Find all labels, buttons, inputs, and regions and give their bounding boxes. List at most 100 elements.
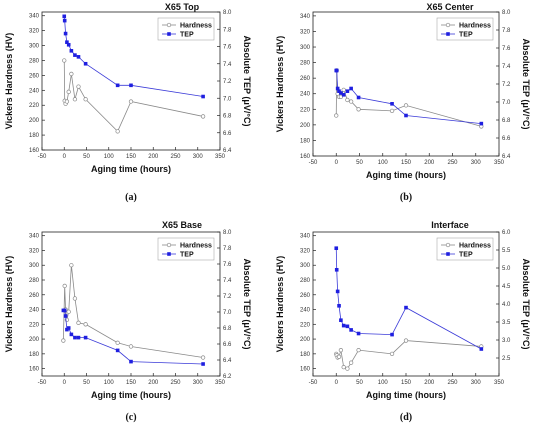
hardness-point: [348, 360, 354, 365]
tep-point: [129, 83, 133, 88]
y2-tick-label: 6.8: [502, 118, 511, 124]
y-tick-label: 340: [300, 14, 311, 20]
tep-point: [390, 102, 394, 106]
tep-point: [341, 323, 346, 328]
y-tick-label: 200: [300, 123, 311, 129]
legend-marker: [446, 32, 450, 36]
hardness-point: [76, 84, 81, 89]
tep-point: [339, 318, 343, 322]
tep-point: [356, 95, 361, 100]
x-axis-label: Aging time (hours): [91, 164, 171, 174]
y2-tick-label: 6.2: [223, 374, 232, 380]
panel-caption: (d): [400, 412, 412, 423]
y-tick-label: 260: [29, 293, 40, 299]
tep-point: [339, 91, 343, 95]
panel-caption: (b): [400, 192, 412, 203]
y2-tick-label: 4.5: [502, 284, 511, 290]
tep-point: [66, 326, 71, 330]
hardness-point: [72, 296, 78, 301]
y-tick-label: 320: [300, 29, 311, 35]
y2-tick-label: 8.0: [223, 230, 232, 236]
x-tick-label: 300: [471, 160, 482, 166]
tep-point: [479, 347, 484, 351]
tep-point: [69, 332, 74, 337]
y-tick-label: 300: [300, 263, 311, 269]
series-line-tep: [63, 16, 204, 97]
tep-point: [334, 246, 339, 250]
y2-tick-label: 7.0: [502, 100, 511, 106]
y-tick-label: 320: [29, 248, 40, 254]
series-hardness: [334, 68, 484, 129]
legend-box: [157, 237, 215, 261]
hardness-point: [403, 338, 409, 343]
hardness-point: [356, 107, 361, 112]
y2-tick-label: 7.2: [502, 82, 511, 88]
x-tick-label: 200: [424, 160, 435, 166]
y2-tick-label: 7.6: [223, 262, 232, 268]
hardness-point: [334, 113, 339, 118]
x-tick-label: 300: [471, 380, 482, 386]
hardness-point: [66, 89, 71, 94]
y-tick-label: 180: [300, 352, 311, 358]
x-tick-label: -50: [38, 154, 47, 160]
tep-point: [73, 53, 77, 57]
hardness-point: [389, 108, 395, 114]
y2-tick-label: 6.6: [502, 136, 511, 142]
y2-tick-label: 8.0: [223, 10, 232, 16]
y2-tick-label: 3.5: [502, 320, 511, 326]
y-tick-label: 340: [29, 234, 40, 240]
tep-point: [76, 55, 81, 59]
x-tick-label: 250: [170, 380, 181, 386]
chart-title: X65 Base: [162, 220, 202, 230]
chart-title: X65 Top: [165, 2, 200, 12]
y-tick-label: 200: [29, 118, 40, 124]
tep-point: [62, 308, 67, 313]
tep-point: [356, 331, 361, 336]
series-tep: [334, 246, 484, 351]
y2-tick-label: 7.2: [223, 79, 232, 85]
legend: Hardness TEP: [436, 17, 494, 41]
tep-point: [349, 86, 353, 91]
hardness-point: [389, 351, 395, 356]
y-tick-label: 280: [29, 278, 40, 284]
legend-marker: [167, 32, 171, 36]
x-tick-label: 50: [356, 380, 363, 386]
series-line-tep: [335, 248, 482, 350]
hardness-point: [345, 97, 350, 103]
hardness-point: [62, 283, 67, 289]
hardness-point: [61, 338, 66, 343]
hardness-point: [66, 309, 71, 314]
y-tick-label: 320: [29, 29, 40, 35]
x-tick-label: 0: [63, 154, 67, 160]
y-axis-label: Vickers Hardness (HV): [275, 256, 285, 352]
x-tick-label: 150: [126, 154, 137, 160]
tep-point: [404, 305, 408, 310]
series-hardness: [334, 338, 484, 371]
legend-box: [436, 237, 494, 261]
y-tick-label: 260: [300, 293, 311, 299]
tep-point: [83, 335, 88, 340]
tep-point: [129, 359, 133, 364]
y2-tick-label: 6.0: [502, 230, 511, 236]
y2-tick-label: 5.5: [502, 248, 511, 254]
tep-point: [334, 68, 339, 73]
y2-tick-label: 6.4: [502, 154, 511, 160]
y2-axis-label: Absolute TEP (μV/°C): [242, 36, 252, 127]
tep-point: [65, 40, 69, 44]
tep-point: [63, 314, 68, 318]
x-tick-label: 350: [494, 380, 505, 386]
y-tick-label: 180: [29, 133, 40, 139]
chart-panel-1: -50 0 50 100 150 200 250 300 350 160 180 200 220 240 2…: [4, 2, 252, 203]
chart-title: Interface: [431, 220, 469, 230]
x-axis-label: Aging time (hours): [91, 390, 171, 400]
tep-point: [76, 335, 81, 340]
x-tick-label: 150: [401, 160, 412, 166]
hardness-point: [338, 348, 344, 353]
x-tick-label: 100: [104, 380, 115, 386]
tep-point: [335, 86, 340, 91]
hardness-point: [200, 114, 206, 119]
y2-tick-label: 7.2: [223, 294, 232, 300]
legend-label: Hardness: [459, 243, 491, 250]
series-line-hardness: [63, 60, 204, 133]
